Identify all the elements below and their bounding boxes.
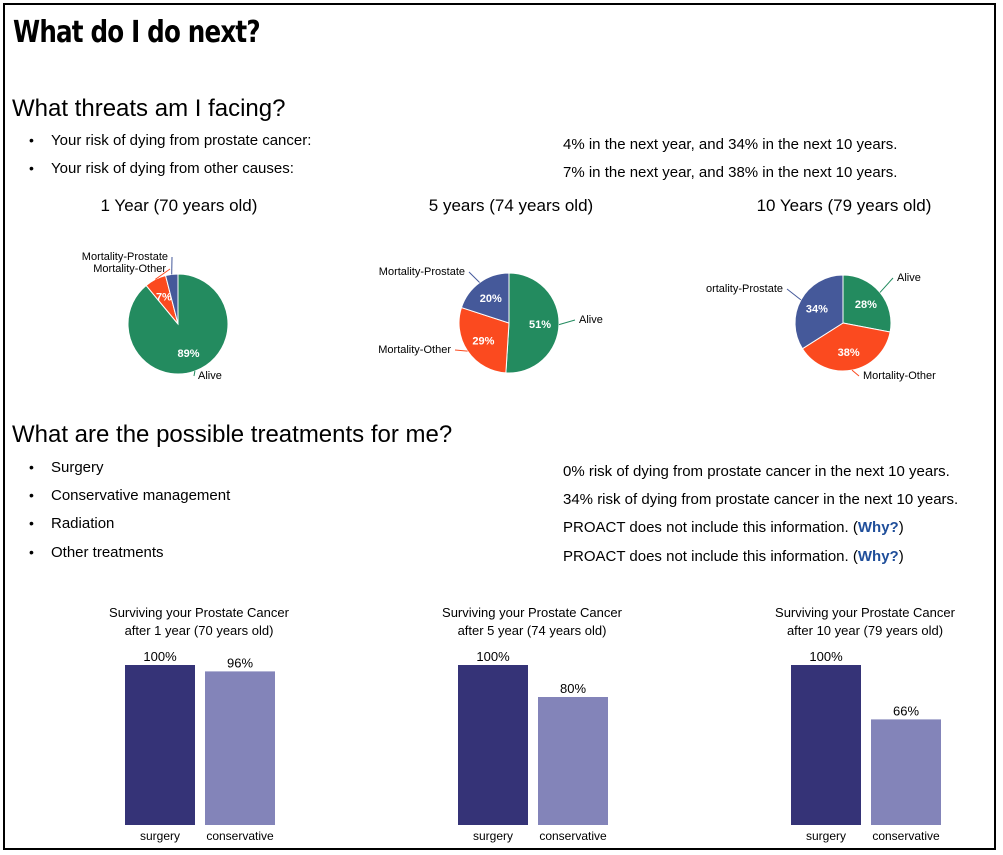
pie-chart-2: 51% Alive 29% Mortality-Other 20% Mortality-P… <box>378 266 603 374</box>
pie-category-label: Mortality-Other <box>93 263 166 275</box>
page-frame: What do I do next? What threats am I fac… <box>3 3 996 850</box>
bar-chart-2: 100% surgery 80% conservative <box>458 649 608 843</box>
why-link-other[interactable]: Why? <box>857 548 899 565</box>
treatment-radiation-value: PROACT does not include this information… <box>563 519 904 536</box>
treatment-other-text: PROACT does not include this information… <box>563 548 849 565</box>
bar-chart-3: 100% surgery 66% conservative <box>791 649 941 843</box>
bar-conservative <box>538 697 608 825</box>
bar-title-5-years: Surviving your Prostate Cancer after 5 y… <box>442 605 622 638</box>
pie-value-label: 51% <box>529 319 551 331</box>
threats-heading: What threats am I facing? <box>12 95 286 122</box>
pie-category-label: Mortality-Other <box>378 344 451 356</box>
bar-category-label: surgery <box>806 829 846 843</box>
pie-category-label: Alive <box>198 370 222 382</box>
pie-leader-line <box>558 319 576 326</box>
treatment-surgery-label: Surgery <box>29 459 103 476</box>
bar-conservative <box>871 719 941 825</box>
threat-other-label: Your risk of dying from other causes: <box>29 160 294 177</box>
pie-leader-line <box>851 369 860 377</box>
pie-slice-ortality-prostate <box>794 274 844 350</box>
bar-title-1-year: Surviving your Prostate Cancer after 1 y… <box>109 605 289 638</box>
bar-chart-1: 100% surgery 96% conservative <box>125 649 275 843</box>
threat-other-value: 7% in the next year, and 38% in the next… <box>563 164 898 181</box>
pie-chart-3: 28% Alive 38%Mortality-Other 34% ortality-Pr… <box>706 272 936 382</box>
bar-surgery <box>458 665 528 825</box>
pie-leader-line <box>454 349 468 352</box>
pie-value-label: 29% <box>472 335 494 347</box>
bar-value-label: 100% <box>143 649 177 664</box>
bar-category-label: surgery <box>473 829 513 843</box>
pie-title-10-years: 10 Years (79 years old) <box>756 196 932 215</box>
bar-value-label: 80% <box>560 681 586 696</box>
pie-slice-mortality-prostate <box>460 272 510 324</box>
pie-slice-mortality-other <box>458 306 510 374</box>
bar-surgery <box>125 665 195 825</box>
pie-category-label: Alive <box>897 272 921 284</box>
treatment-conservative-label: Conservative management <box>29 487 230 504</box>
bar-value-label: 96% <box>227 655 253 670</box>
page-title: What do I do next? <box>13 15 261 50</box>
pie-leader-line <box>193 370 196 377</box>
pie-leader-line <box>786 288 802 301</box>
pie-value-label: 89% <box>177 348 199 360</box>
treatment-surgery-value: 0% risk of dying from prostate cancer in… <box>563 463 950 480</box>
pie-value-label: 38% <box>838 347 860 359</box>
bar-surgery <box>791 665 861 825</box>
bar-conservative <box>205 671 275 825</box>
pie-charts: 89%Alive7%Mortality-OtherMortality-Prost… <box>82 251 936 382</box>
pie-value-label: 28% <box>855 299 877 311</box>
pie-title-5-years: 5 years (74 years old) <box>428 196 594 215</box>
pie-category-label: Mortality-Prostate <box>82 251 168 263</box>
bar-title-10-years: Surviving your Prostate Cancer after 10 … <box>775 605 955 638</box>
pie-value-label: 7% <box>156 291 172 303</box>
threat-prostate-value: 4% in the next year, and 34% in the next… <box>563 136 898 153</box>
pie-category-label: Mortality-Other <box>863 370 936 382</box>
bar-value-label: 100% <box>476 649 510 664</box>
pie-chart-1: 89% Alive 7% Mortality-OtherMortality-Prost… <box>82 251 229 382</box>
bar-charts: 100% surgery 96% conservative 100% surgery 80%… <box>125 649 941 843</box>
treatment-radiation-label: Radiation <box>29 515 115 532</box>
pie-value-label: 34% <box>806 304 828 316</box>
treatment-other-label: Other treatments <box>29 544 163 561</box>
pie-leader-line <box>468 271 480 283</box>
pie-category-label: Mortality-Prostate <box>379 266 465 278</box>
bar-category-label: conservative <box>872 829 940 843</box>
pie-leader-line <box>879 277 894 293</box>
bar-value-label: 100% <box>809 649 843 664</box>
treatment-radiation-text: PROACT does not include this information… <box>563 519 849 536</box>
pie-leader-line <box>155 268 171 280</box>
bar-value-label: 66% <box>893 703 919 718</box>
threat-prostate-label: Your risk of dying from prostate cancer: <box>29 132 311 149</box>
pie-category-label: ortality-Prostate <box>706 283 783 295</box>
treatments-heading: What are the possible treatments for me? <box>12 421 453 448</box>
why-link-radiation[interactable]: Why? <box>857 519 899 536</box>
pie-category-label: Alive <box>579 314 603 326</box>
bar-category-label: conservative <box>206 829 274 843</box>
bar-category-label: surgery <box>140 829 180 843</box>
pie-title-1-year: 1 Year (70 years old) <box>100 196 258 215</box>
bar-category-label: conservative <box>539 829 607 843</box>
pie-value-label: 20% <box>480 293 502 305</box>
treatment-conservative-value: 34% risk of dying from prostate cancer i… <box>563 491 959 508</box>
treatment-other-value: PROACT does not include this information… <box>563 548 904 565</box>
pie-slice-alive <box>842 274 892 333</box>
